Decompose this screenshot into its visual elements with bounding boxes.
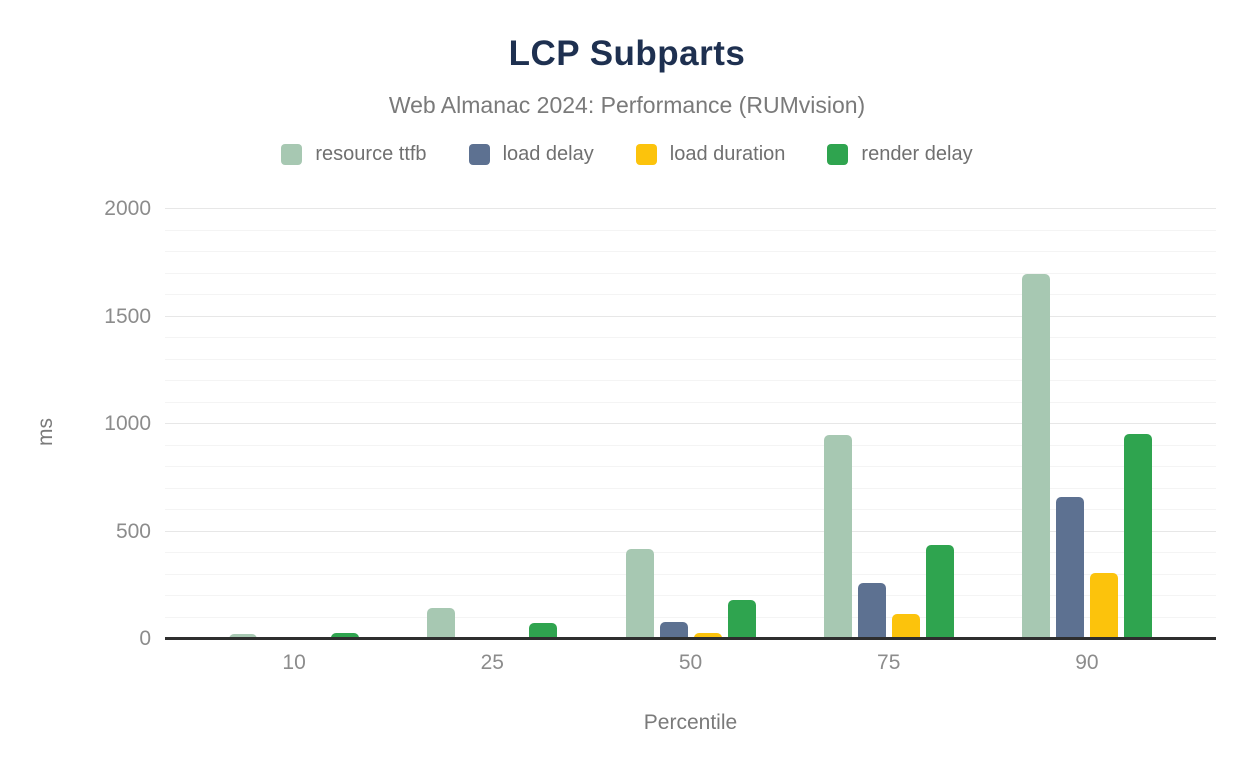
x-axis-label: Percentile — [643, 711, 738, 734]
bar-group-p75 — [790, 209, 988, 639]
gridline-minor — [165, 294, 1216, 295]
bar-render-delay-p50 — [727, 599, 756, 639]
legend-label: load delay — [502, 143, 594, 165]
bar-resource-ttfb-p50 — [625, 548, 654, 639]
x-tick-label: 50 — [678, 651, 703, 674]
bar-render-delay-p75 — [925, 545, 954, 639]
gridline-minor — [165, 616, 1216, 618]
chart-title: LCP Subparts — [508, 34, 746, 73]
legend-swatch-icon — [281, 144, 303, 165]
x-tick-label: 25 — [480, 651, 504, 674]
gridline-major — [165, 315, 1216, 317]
y-tick-label: 500 — [115, 519, 151, 543]
gridline-minor — [165, 487, 1216, 489]
gridline-minor — [165, 444, 1216, 446]
bar-resource-ttfb-p25 — [427, 607, 456, 639]
legend-swatch-icon — [635, 144, 657, 165]
legend-label: resource ttfb — [315, 143, 427, 165]
gridline-minor — [165, 251, 1216, 252]
gridline-minor — [165, 595, 1216, 596]
bar-load-delay-p75 — [857, 583, 886, 639]
bar-load-duration-p90 — [1089, 573, 1118, 639]
gridline-minor — [165, 380, 1216, 381]
bar-group-p25 — [393, 209, 591, 639]
gridline-minor — [165, 337, 1216, 338]
gridline-minor — [165, 552, 1216, 553]
x-axis-line — [165, 637, 1216, 640]
x-tick-label: 75 — [877, 651, 901, 674]
legend-item-load-delay: load delay — [468, 143, 594, 166]
legend-item-load-duration: load duration — [635, 143, 786, 166]
x-tick-label: 90 — [1075, 651, 1099, 674]
gridline-major — [165, 208, 1216, 209]
bar-resource-ttfb-p10 — [229, 633, 258, 639]
bar-load-delay-p90 — [1055, 497, 1084, 639]
y-tick-label: 1000 — [104, 412, 151, 435]
plot-area: 0 500 1000 1500 2000 — [104, 198, 1216, 650]
y-axis-label: ms — [34, 418, 57, 446]
bar-render-delay-p25 — [529, 622, 558, 639]
legend-swatch-icon — [827, 144, 849, 165]
bar-load-delay-p50 — [659, 622, 688, 639]
gridline-minor — [165, 229, 1216, 231]
bar-render-delay-p90 — [1123, 433, 1152, 639]
bar-group-p90 — [988, 209, 1186, 639]
legend-item-render-delay: render delay — [827, 143, 973, 166]
y-tick-label: 0 — [139, 627, 151, 650]
chart-subtitle: Web Almanac 2024: Performance (RUMvision… — [388, 92, 866, 118]
bar-render-delay-p10 — [331, 632, 360, 639]
legend: resource ttfb load delay load duration rend… — [0, 143, 1254, 166]
bar-load-duration-p75 — [891, 614, 920, 639]
gridline-minor — [165, 401, 1216, 403]
bar-load-duration-p50 — [693, 632, 722, 639]
y-tick-label: 2000 — [104, 197, 151, 220]
bar-resource-ttfb-p75 — [823, 434, 852, 639]
gridline-minor — [165, 272, 1216, 274]
legend-label: load duration — [669, 143, 786, 165]
gridline-major — [165, 530, 1216, 532]
gridline-minor — [165, 358, 1216, 360]
bar-group-p10 — [195, 209, 393, 639]
legend-swatch-icon — [468, 144, 490, 165]
bar-resource-ttfb-p90 — [1021, 273, 1050, 639]
legend-label: render delay — [861, 143, 973, 165]
bar-group-p50 — [591, 209, 789, 639]
y-tick-label: 1500 — [104, 304, 151, 328]
gridline-major — [165, 423, 1216, 424]
gridline-minor — [165, 509, 1216, 510]
x-axis-ticks: 10 25 50 75 90 — [165, 651, 1216, 675]
legend-item-resource-ttfb: resource ttfb — [281, 143, 427, 166]
gridline-minor — [165, 466, 1216, 467]
bar-groups — [165, 209, 1216, 639]
gridline-minor — [165, 573, 1216, 575]
x-tick-label: 10 — [282, 651, 306, 674]
